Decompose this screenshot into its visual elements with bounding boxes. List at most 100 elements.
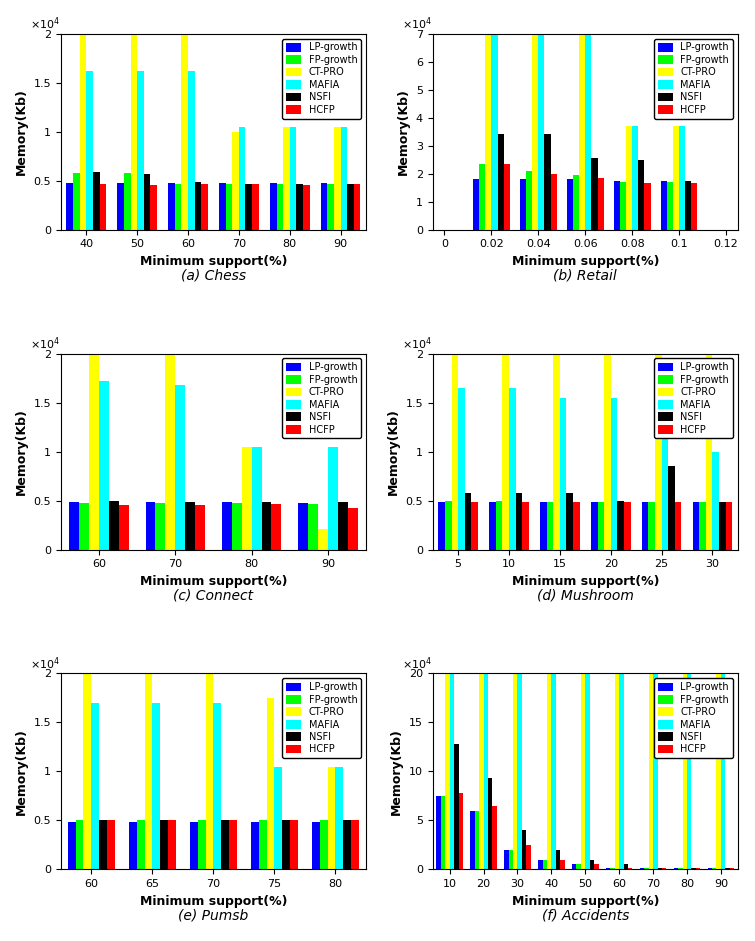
Bar (585, 34, 591, 230)
X-axis label: Minimum support(%): Minimum support(%) (140, 255, 287, 268)
Bar (597, 502, 604, 550)
Bar (328, 183, 334, 230)
Bar (572, 865, 577, 869)
Bar (230, 821, 237, 869)
Bar (526, 845, 531, 869)
Bar (560, 859, 565, 869)
Bar (620, 182, 626, 230)
Bar (699, 502, 706, 550)
Bar (642, 502, 649, 550)
Bar (84, 674, 91, 869)
Bar (226, 183, 233, 230)
Bar (137, 71, 143, 230)
Bar (547, 674, 551, 869)
Bar (69, 502, 79, 550)
Text: (a) Chess: (a) Chess (181, 269, 246, 283)
Bar (632, 126, 638, 230)
Bar (137, 821, 144, 869)
Bar (107, 821, 116, 869)
Bar (261, 502, 272, 550)
Bar (445, 674, 450, 869)
Bar (91, 703, 100, 869)
Bar (590, 859, 594, 869)
Bar (319, 821, 328, 869)
Bar (303, 184, 310, 230)
X-axis label: Minimum support(%): Minimum support(%) (512, 255, 659, 268)
Bar (175, 385, 185, 550)
Bar (73, 173, 80, 230)
Bar (93, 172, 100, 230)
Bar (441, 796, 445, 869)
Bar (551, 674, 556, 869)
Bar (144, 674, 153, 869)
Bar (202, 183, 208, 230)
X-axis label: Minimum support(%): Minimum support(%) (140, 575, 287, 588)
Bar (706, 354, 713, 550)
Bar (351, 821, 359, 869)
Bar (109, 501, 119, 550)
Bar (282, 821, 291, 869)
X-axis label: Minimum support(%): Minimum support(%) (140, 895, 287, 908)
Bar (538, 859, 543, 869)
Bar (485, 34, 492, 230)
Bar (308, 504, 318, 550)
Bar (626, 126, 632, 230)
Bar (624, 865, 628, 869)
Bar (567, 180, 573, 230)
Bar (222, 502, 232, 550)
Bar (445, 501, 451, 550)
Bar (146, 502, 156, 550)
Bar (99, 381, 109, 550)
Bar (214, 703, 221, 869)
Bar (334, 127, 341, 230)
Bar (649, 674, 653, 869)
Bar (489, 502, 496, 550)
Bar (195, 505, 205, 550)
Bar (242, 447, 251, 550)
Bar (614, 181, 620, 230)
Bar (547, 502, 553, 550)
Bar (232, 503, 242, 550)
Bar (594, 865, 599, 869)
Bar (195, 182, 202, 230)
Bar (492, 34, 498, 230)
Bar (165, 354, 175, 550)
Bar (667, 182, 673, 230)
Bar (239, 127, 245, 230)
Text: (b) Retail: (b) Retail (553, 269, 617, 283)
Bar (619, 674, 624, 869)
Text: (e) Pumsb: (e) Pumsb (178, 909, 248, 922)
Bar (532, 34, 538, 230)
Bar (611, 398, 618, 550)
Bar (131, 34, 137, 230)
Bar (344, 821, 351, 869)
Text: $\times10^{4}$: $\times10^{4}$ (402, 15, 433, 32)
Bar (251, 447, 261, 550)
Bar (321, 183, 328, 230)
Bar (504, 164, 510, 230)
Bar (577, 865, 581, 869)
Bar (66, 183, 73, 230)
Bar (553, 354, 560, 550)
Bar (79, 503, 89, 550)
Bar (168, 821, 176, 869)
Legend: LP-growth, FP-growth, CT-PRO, MAFIA, NSFI, HCFP: LP-growth, FP-growth, CT-PRO, MAFIA, NSF… (654, 39, 733, 119)
Bar (272, 504, 282, 550)
Y-axis label: Memory(Kb): Memory(Kb) (397, 88, 411, 175)
Bar (687, 674, 692, 869)
Bar (540, 502, 547, 550)
Y-axis label: Memory(Kb): Memory(Kb) (15, 408, 28, 495)
Bar (270, 183, 276, 230)
Bar (267, 698, 275, 869)
Bar (150, 184, 157, 230)
Bar (188, 71, 195, 230)
Bar (160, 821, 168, 869)
Bar (451, 354, 458, 550)
Bar (615, 674, 619, 869)
Bar (680, 126, 686, 230)
Bar (450, 674, 454, 869)
Bar (205, 674, 214, 869)
X-axis label: Minimum support(%): Minimum support(%) (512, 575, 659, 588)
Bar (581, 674, 585, 869)
Bar (522, 502, 528, 550)
